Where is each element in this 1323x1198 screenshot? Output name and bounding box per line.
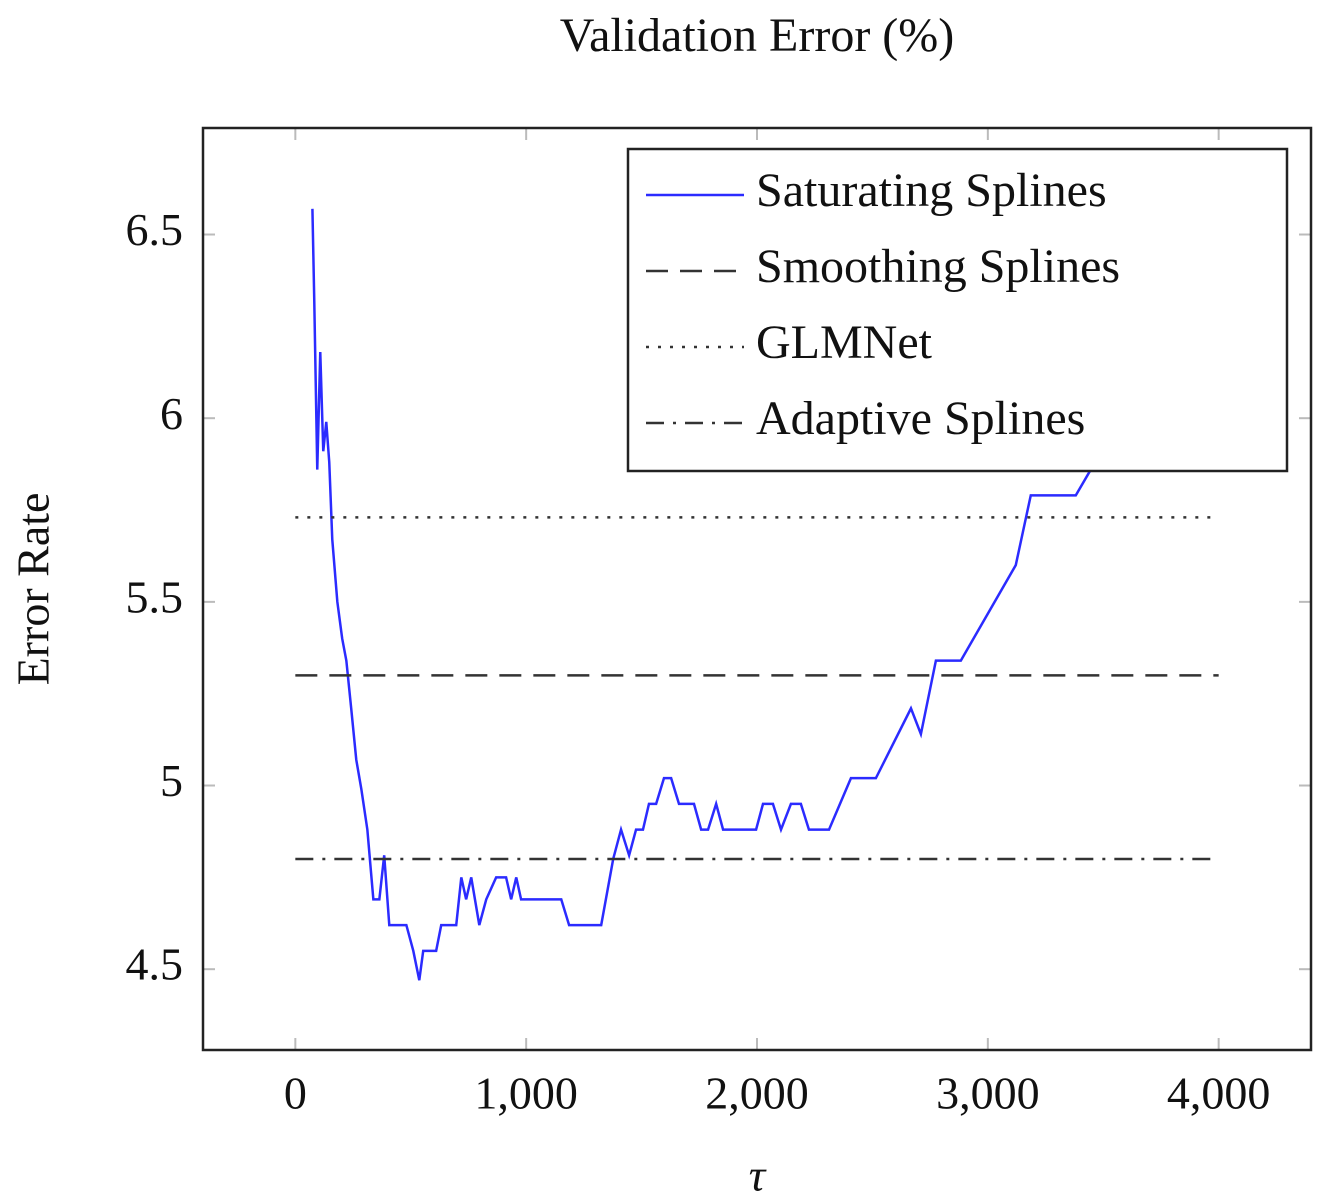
x-axis-label: τ (749, 1150, 767, 1198)
y-axis-label: Error Rate (8, 493, 59, 686)
legend-label: Adaptive Splines (756, 392, 1085, 445)
x-tick-label: 4,000 (1167, 1068, 1271, 1119)
series-line (311, 208, 1098, 981)
x-tick-label: 0 (284, 1068, 307, 1119)
plot-lines (295, 208, 1219, 981)
plot-frame (201, 126, 1313, 1052)
x-tick-label: 3,000 (936, 1068, 1040, 1119)
legend: Saturating Splines Smoothing Splines GLMNe… (626, 147, 1289, 473)
legend-label: Smoothing Splines (756, 240, 1120, 293)
y-tick-label: 5.5 (126, 571, 184, 622)
y-tick-label: 5 (160, 755, 183, 806)
chart-title: Validation Error (%) (560, 9, 955, 62)
y-tick-label: 4.5 (126, 939, 184, 990)
y-tick-label: 6 (160, 388, 183, 439)
x-tick-label: 2,000 (705, 1068, 809, 1119)
legend-label: GLMNet (756, 316, 933, 369)
legend-label: Saturating Splines (756, 164, 1107, 217)
y-tick-label: 6.5 (126, 204, 184, 255)
legend-box (626, 147, 1289, 473)
x-tick-label: 1,000 (474, 1068, 578, 1119)
